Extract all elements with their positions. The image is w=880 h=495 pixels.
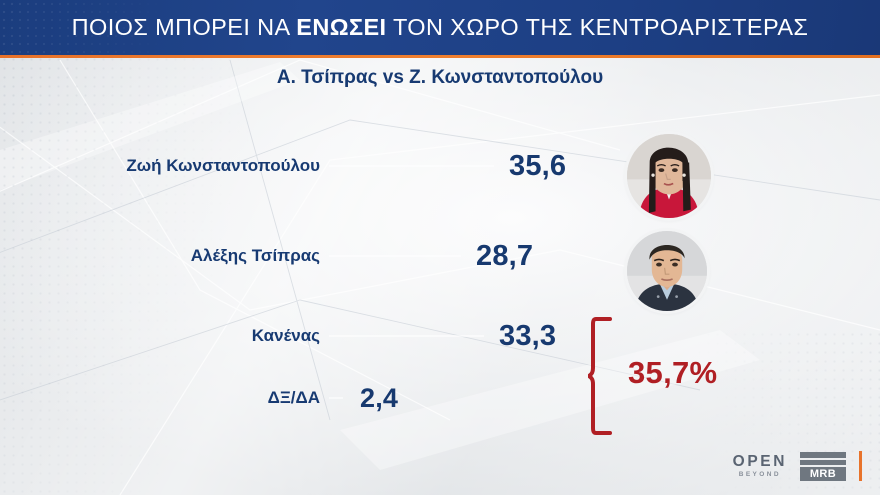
bar-value-label: 28,7 [476,239,534,272]
bar-track: 35,6 [330,150,640,183]
chart-subtitle: Α. Τσίπρας vs Ζ. Κωνσταντοπούλου [276,67,604,88]
mrb-logo-text: MRB [800,466,846,481]
page-title-part-2: ΤΟΝ ΧΩΡΟ ΤΗΣ ΚΕΝΤΡΟΑΡΙΣΤΕΡΑΣ [386,14,809,40]
chart-row: ΔΞ/ΔΑ 2,4 [0,377,640,419]
mrb-logo: MRB [800,451,846,481]
sum-value-label: 35,7% [628,355,718,390]
beyond-logo-text: BEYOND [738,471,781,478]
bar-category-label: Ζωή Κωνσταντοπούλου [126,156,320,175]
header-accent-line [0,55,880,58]
header-bar [0,0,880,55]
page-title-part-1: ΠΟΙΟΣ ΜΠΟΡΕΙ ΝΑ [71,14,297,40]
bar-value-label: 33,3 [499,319,557,352]
broadcaster-logos: OPEN BEYOND MRB [733,451,862,481]
sum-brace-icon [588,316,618,436]
bar-category-label: Κανένας [251,326,320,345]
header-dot-texture [0,0,170,55]
bar-track: 28,7 [330,240,640,273]
bar-value-label: 35,6 [509,149,567,182]
bar-value-label: 2,4 [360,382,399,413]
open-beyond-logo: OPEN BEYOND [732,452,787,479]
bar-track: 33,3 [330,320,640,353]
chart-row: Αλέξης Τσίπρας 28,7 [0,231,640,281]
bar-category-label: ΔΞ/ΔΑ [267,388,320,407]
bar-track: 2,4 [330,383,640,414]
page-title-emphasis: ΕΝΩΣΕΙ [296,14,387,40]
bar-category-label: Αλέξης Τσίπρας [190,246,320,265]
bar-chart: Ζωή Κωνσταντοπούλου 35,6 Αλέξης Τσίπρας … [0,105,880,445]
logo-divider [859,451,862,481]
portrait-photo-zoi [627,134,711,218]
page-title: ΠΟΙΟΣ ΜΠΟΡΕΙ ΝΑ ΕΝΩΣΕΙ ΤΟΝ ΧΩΡΟ ΤΗΣ ΚΕΝΤ… [0,0,880,55]
portrait-photo-tsipras [627,231,707,311]
mrb-logo-bar [800,451,846,458]
chart-row: Ζωή Κωνσταντοπούλου 35,6 [0,137,640,195]
open-logo-text: OPEN [732,452,787,470]
chart-row: Κανένας 33,3 [0,312,640,360]
mrb-logo-bar [800,459,846,465]
